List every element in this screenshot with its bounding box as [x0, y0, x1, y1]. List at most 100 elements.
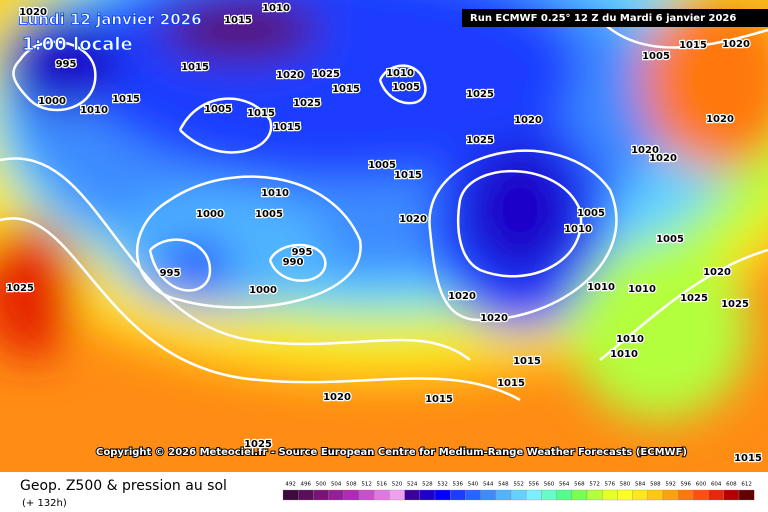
isobar-label: 1000 — [249, 285, 277, 296]
scale-label: 584 — [635, 482, 646, 488]
scale-cell — [434, 489, 451, 501]
isobar-label: 1020 — [703, 267, 731, 278]
scale-label: 604 — [711, 482, 722, 488]
scale-label: 516 — [377, 482, 388, 488]
isobar-label: 1020 — [722, 39, 750, 50]
isobar-label: 1015 — [425, 394, 453, 405]
scale-cell — [404, 489, 420, 501]
isobar-label: 1015 — [224, 15, 252, 26]
scale-cell — [358, 489, 375, 501]
isobar-label: 1010 — [610, 349, 638, 360]
scale-label: 612 — [741, 482, 752, 488]
isobar-label: 995 — [56, 59, 77, 70]
scale-cell — [526, 489, 542, 501]
scale-cell — [571, 489, 588, 501]
isobar-label: 1020 — [649, 153, 677, 164]
scale-cell — [632, 489, 648, 501]
scale-label: 576 — [605, 482, 616, 488]
scale-label: 596 — [681, 482, 692, 488]
map-field — [0, 0, 768, 472]
scale-cell — [282, 489, 299, 501]
isobar-label: 1015 — [513, 356, 541, 367]
scale-label: 588 — [650, 482, 661, 488]
scale-cell — [723, 489, 740, 501]
scale-label: 540 — [468, 482, 479, 488]
isobar-label: 1025 — [293, 98, 321, 109]
forecast-time: 1:00 locale — [22, 34, 133, 55]
isobar-label: 1020 — [323, 392, 351, 403]
isobar-label: 1015 — [247, 108, 275, 119]
isobar-label: 1005 — [642, 51, 670, 62]
scale-cell — [495, 489, 512, 501]
scale-cell — [298, 489, 314, 501]
footer-title: Geop. Z500 & pression au sol — [20, 478, 227, 494]
isobar-label: 1005 — [368, 160, 396, 171]
scale-cell — [586, 489, 603, 501]
isobar-label: 1010 — [628, 284, 656, 295]
isobar-label: 1020 — [631, 145, 659, 156]
scale-label: 600 — [696, 482, 707, 488]
scale-cell — [374, 489, 390, 501]
isobar-label: 1025 — [466, 89, 494, 100]
isobar-label: 1015 — [181, 62, 209, 73]
scale-label: 580 — [620, 482, 631, 488]
scale-cell — [678, 489, 694, 501]
copyright: Copyright © 2026 Meteociel.fr - Source E… — [96, 447, 687, 458]
scale-label: 552 — [513, 482, 524, 488]
isobar-label: 1020 — [706, 114, 734, 125]
scale-label: 532 — [437, 482, 448, 488]
isobar-label: 1020 — [399, 214, 427, 225]
scale-label: 572 — [589, 482, 600, 488]
isobar-label: 1015 — [273, 122, 301, 133]
scale-cell — [313, 489, 329, 501]
isobar-label: 1020 — [276, 70, 304, 81]
isobar-label: 1025 — [466, 135, 494, 146]
color-scale: 492 496 500 504 508 512 516 520 524 528 532 536 540 5… — [282, 482, 755, 501]
scale-cell — [602, 489, 618, 501]
isobar-label: 1010 — [587, 282, 615, 293]
isobar-label: 1025 — [312, 69, 340, 80]
isobars — [0, 19, 768, 402]
scale-label: 504 — [331, 482, 342, 488]
isobar-label: 1005 — [577, 208, 605, 219]
scale-label: 592 — [665, 482, 676, 488]
scale-cell — [510, 489, 527, 501]
footer-subtitle: (+ 132h) — [22, 498, 67, 509]
scale-cell — [450, 489, 466, 501]
scale-cell — [419, 489, 436, 501]
scale-cell — [693, 489, 709, 501]
scale-cell — [541, 489, 557, 501]
scale-cell — [556, 489, 572, 501]
isobar-label: 1015 — [394, 170, 422, 181]
isobar-label: 1015 — [497, 378, 525, 389]
scale-label: 524 — [407, 482, 418, 488]
isobar-label: 995 — [292, 247, 313, 258]
isobar-label: 990 — [283, 257, 304, 268]
scale-label: 568 — [574, 482, 585, 488]
scale-cell — [328, 489, 344, 501]
isobar-label: 1015 — [112, 94, 140, 105]
scale-cell — [708, 489, 724, 501]
isobar-label: 1025 — [244, 439, 272, 450]
isobar-label: 1005 — [204, 104, 232, 115]
scale-cell — [480, 489, 496, 501]
scale-label: 496 — [301, 482, 312, 488]
isobar-label: 1005 — [255, 209, 283, 220]
scale-label: 528 — [422, 482, 433, 488]
isobar-label: 1010 — [564, 224, 592, 235]
isobar-label: 1015 — [679, 40, 707, 51]
scale-label: 556 — [529, 482, 540, 488]
scale-label: 536 — [453, 482, 464, 488]
scale-label: 520 — [392, 482, 403, 488]
run-banner — [462, 9, 768, 27]
isobar-label: 1015 — [734, 453, 762, 464]
isobar-label: 1010 — [616, 334, 644, 345]
isobar-label: 1010 — [386, 68, 414, 79]
scale-cell — [343, 489, 360, 501]
scale-cell — [617, 489, 633, 501]
scale-label: 508 — [346, 482, 357, 488]
scale-cell — [465, 489, 481, 501]
scale-label: 608 — [726, 482, 737, 488]
